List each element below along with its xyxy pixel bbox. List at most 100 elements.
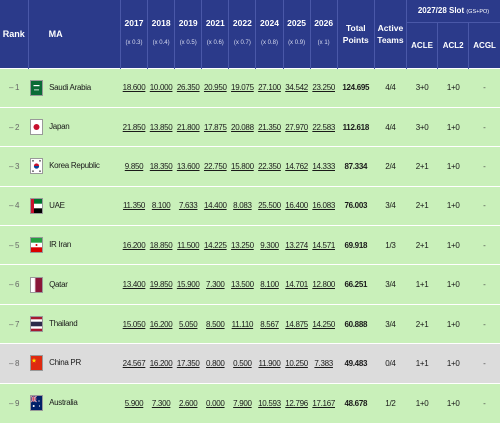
season-points-link[interactable]: 8.100 xyxy=(147,185,175,226)
season-points-link[interactable]: 14.250 xyxy=(310,303,338,344)
season-points-link[interactable]: 16.400 xyxy=(283,185,311,226)
season-points-link[interactable]: 15.800 xyxy=(228,146,256,187)
season-points-link[interactable]: 8.100 xyxy=(255,264,284,305)
season-points-link[interactable]: 19.850 xyxy=(147,264,175,305)
korea-republic-flag-icon xyxy=(30,158,44,175)
season-points-link[interactable]: 11.110 xyxy=(228,303,256,344)
season-points-link[interactable]: 20.950 xyxy=(201,67,229,108)
rank-cell: – 2 xyxy=(0,106,29,147)
season-points-link[interactable]: 8.567 xyxy=(255,303,284,344)
season-points-link[interactable]: 13.500 xyxy=(228,264,256,305)
season-points-link[interactable]: 0.500 xyxy=(228,343,256,384)
season-points-link[interactable]: 5.050 xyxy=(174,303,202,344)
slot-acgl: - xyxy=(468,67,500,108)
season-points-link[interactable]: 16.200 xyxy=(147,343,175,384)
season-points-link[interactable]: 9.850 xyxy=(120,146,148,187)
season-points-link[interactable]: 21.850 xyxy=(120,106,148,147)
header-acl2: ACL2 xyxy=(437,22,470,68)
season-points-link[interactable]: 7.633 xyxy=(174,185,202,226)
season-points-link[interactable]: 13.274 xyxy=(283,225,311,265)
season-points-link[interactable]: 16.200 xyxy=(120,225,148,265)
ma-cell: Australia xyxy=(28,382,121,423)
total-points: 49.483 xyxy=(337,343,375,384)
season-points-link[interactable]: 18.600 xyxy=(120,67,148,108)
slot-acle: 3+0 xyxy=(406,106,438,147)
slot-acgl: - xyxy=(468,185,500,226)
ma-name: Australia xyxy=(49,398,78,408)
season-points-link[interactable]: 27.970 xyxy=(283,106,311,147)
table-row: – 7 Thailand 15.050 16.200 5.050 8.500 11.110 8… xyxy=(0,303,500,344)
saudi-arabia-flag-icon xyxy=(30,79,44,96)
season-points-link[interactable]: 13.600 xyxy=(174,146,202,187)
season-points-link[interactable]: 21.800 xyxy=(174,106,202,147)
season-points-link[interactable]: 13.850 xyxy=(147,106,175,147)
season-points-link[interactable]: 21.350 xyxy=(255,106,284,147)
season-points-link[interactable]: 19.075 xyxy=(228,67,256,108)
season-points-link[interactable]: 16.083 xyxy=(310,185,338,226)
season-points-link[interactable]: 9.300 xyxy=(255,225,284,265)
season-points-link[interactable]: 18.350 xyxy=(147,146,175,187)
slot-acle: 2+1 xyxy=(406,146,438,187)
season-points-link[interactable]: 13.400 xyxy=(120,264,148,305)
season-points-link[interactable]: 0.800 xyxy=(201,343,229,384)
season-points-link[interactable]: 2.600 xyxy=(174,382,202,423)
season-points-link[interactable]: 27.100 xyxy=(255,67,284,108)
season-points-link[interactable]: 14.400 xyxy=(201,185,229,226)
thailand-flag-icon xyxy=(30,316,44,333)
season-points-link[interactable]: 11.500 xyxy=(174,225,202,265)
ma-name: Qatar xyxy=(49,279,68,289)
season-points-link[interactable]: 16.200 xyxy=(147,303,175,344)
season-points-link[interactable]: 22.350 xyxy=(255,146,284,187)
season-points-link[interactable]: 26.350 xyxy=(174,67,202,108)
header-slot: 2027/28 Slot (GS+PO) xyxy=(406,0,500,23)
season-points-link[interactable]: 22.583 xyxy=(310,106,338,147)
season-points-link[interactable]: 12.800 xyxy=(310,264,338,305)
season-points-link[interactable]: 10.000 xyxy=(147,67,175,108)
header-acgl: ACGL xyxy=(468,22,500,68)
season-points-link[interactable]: 17.167 xyxy=(310,382,338,423)
season-points-link[interactable]: 14.571 xyxy=(310,225,338,265)
season-points-link[interactable]: 5.900 xyxy=(120,382,148,423)
rank-cell: – 4 xyxy=(0,185,29,226)
season-points-link[interactable]: 14.333 xyxy=(310,146,338,187)
season-points-link[interactable]: 7.300 xyxy=(147,382,175,423)
season-points-link[interactable]: 8.083 xyxy=(228,185,256,226)
season-points-link[interactable]: 14.225 xyxy=(201,225,229,265)
slot-acle: 3+0 xyxy=(406,67,438,108)
season-points-link[interactable]: 11.350 xyxy=(120,185,148,226)
season-points-link[interactable]: 15.050 xyxy=(120,303,148,344)
season-points-link[interactable]: 11.900 xyxy=(255,343,284,384)
season-points-link[interactable]: 13.250 xyxy=(228,225,256,265)
season-points-link[interactable]: 15.900 xyxy=(174,264,202,305)
season-points-link[interactable]: 10.593 xyxy=(255,382,284,423)
rank-cell: – 1 xyxy=(0,67,29,108)
season-points-link[interactable]: 8.500 xyxy=(201,303,229,344)
season-points-link[interactable]: 7.900 xyxy=(228,382,256,423)
season-points-link[interactable]: 24.567 xyxy=(120,343,148,384)
season-points-link[interactable]: 0.000 xyxy=(201,382,229,423)
season-points-link[interactable]: 10.250 xyxy=(283,343,311,384)
season-points-link[interactable]: 17.875 xyxy=(201,106,229,147)
season-points-link[interactable]: 14.701 xyxy=(283,264,311,305)
season-points-link[interactable]: 7.383 xyxy=(310,343,338,384)
total-points: 76.003 xyxy=(337,185,375,226)
season-points-link[interactable]: 7.300 xyxy=(201,264,229,305)
season-points-link[interactable]: 14.762 xyxy=(283,146,311,187)
ma-name: UAE xyxy=(49,200,65,210)
total-points: 112.618 xyxy=(337,106,375,147)
season-points-link[interactable]: 20.088 xyxy=(228,106,256,147)
season-points-link[interactable]: 25.500 xyxy=(255,185,284,226)
slot-acgl: - xyxy=(468,225,500,265)
season-points-link[interactable]: 18.850 xyxy=(147,225,175,265)
header-year: 2022 (x 0.7) xyxy=(228,0,257,68)
header-rank: Rank xyxy=(0,0,29,68)
header-year: 2024 (x 0.8) xyxy=(255,0,284,68)
season-points-link[interactable]: 22.750 xyxy=(201,146,229,187)
season-points-link[interactable]: 23.250 xyxy=(310,67,338,108)
season-points-link[interactable]: 14.875 xyxy=(283,303,311,344)
season-points-link[interactable]: 34.542 xyxy=(283,67,311,108)
season-points-link[interactable]: 12.796 xyxy=(283,382,311,423)
total-points: 60.888 xyxy=(337,303,375,344)
season-points-link[interactable]: 17.350 xyxy=(174,343,202,384)
japan-flag-icon xyxy=(30,119,44,136)
